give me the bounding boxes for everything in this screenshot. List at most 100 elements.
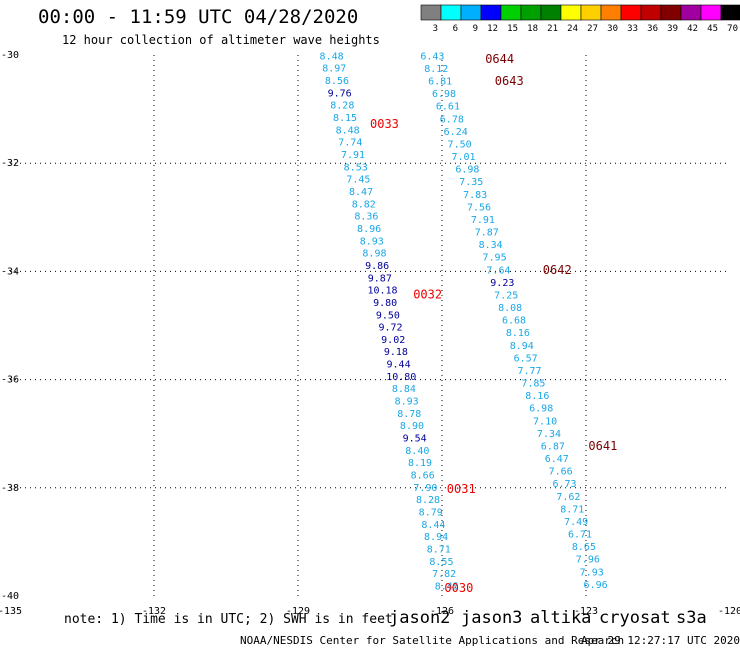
wave-height-value: 7.74	[338, 138, 362, 149]
wave-height-value: 8.28	[330, 101, 354, 112]
lon-tick-label: -135	[0, 606, 22, 617]
wave-height-value: 8.65	[572, 542, 596, 553]
wave-height-value: 6.61	[436, 102, 460, 113]
wave-height-value: 6.71	[568, 530, 592, 541]
legend-swatch	[680, 4, 702, 21]
wave-height-value: 8.28	[416, 495, 440, 506]
wave-height-value: 8.84	[392, 384, 416, 395]
wave-height-value: 8.97	[322, 64, 346, 75]
wave-height-value: 6.57	[514, 353, 538, 364]
legend-altika: altika	[530, 608, 592, 628]
wave-height-value: 8.45	[435, 582, 459, 593]
wave-height-value: 9.54	[403, 434, 427, 445]
pass-time-label: 0644	[485, 52, 514, 66]
pass-time-label: 0030	[444, 581, 473, 595]
page-title: 00:00 - 11:59 UTC 04/28/2020	[38, 6, 359, 28]
legend-tick-label: 15	[507, 24, 518, 34]
legend-swatch	[420, 4, 442, 21]
wave-height-value: 8.12	[424, 64, 448, 75]
wave-height-value: 7.56	[467, 202, 491, 213]
legend-swatch	[560, 4, 582, 21]
legend-tick-label: 18	[527, 24, 538, 34]
legend-tick-label: 27	[587, 24, 598, 34]
legend-swatch	[660, 4, 682, 21]
wave-height-value: 7.93	[580, 567, 604, 578]
wave-height-value: 7.90	[413, 483, 437, 494]
wave-height-value: 6.81	[428, 76, 452, 87]
wave-height-value: 7.95	[483, 253, 507, 264]
legend-tick-label: 6	[453, 24, 458, 34]
pass-time-label: 0642	[543, 263, 572, 277]
lat-tick-label: -34	[1, 266, 19, 277]
legend-swatch	[720, 4, 740, 21]
wave-height-value: 7.01	[451, 152, 475, 163]
wave-height-value: 8.08	[498, 303, 522, 314]
legend-swatch	[620, 4, 642, 21]
wave-height-value: 6.98	[432, 89, 456, 100]
lon-tick-label: -129	[286, 606, 310, 617]
legend-tick-label: 36	[647, 24, 658, 34]
wave-height-value: 8.78	[397, 409, 421, 420]
legend-tick-label: 3	[433, 24, 438, 34]
page-subtitle: 12 hour collection of altimeter wave hei…	[62, 33, 380, 47]
wave-height-value: 9.76	[328, 88, 352, 99]
wave-height-value: 8.16	[506, 328, 530, 339]
legend-jason3: jason3	[461, 608, 523, 628]
wave-height-value: 7.45	[346, 175, 370, 186]
wave-height-value: 10.80	[386, 372, 416, 383]
wave-height-value: 8.71	[427, 545, 451, 556]
legend-swatch	[520, 4, 542, 21]
wave-height-value: 8.96	[357, 224, 381, 235]
wave-height-value: 8.94	[424, 532, 448, 543]
wave-height-value: 10.18	[367, 286, 397, 297]
pass-time-label: 0641	[588, 439, 617, 453]
wave-height-value: 7.91	[471, 215, 495, 226]
wave-height-value: 7.49	[564, 517, 588, 528]
wave-height-value: 8.53	[344, 162, 368, 173]
legend-tick-label: 42	[687, 24, 698, 34]
wave-height-value: 8.40	[405, 446, 429, 457]
pass-time-label: 0031	[447, 482, 476, 496]
wave-height-value: 7.10	[533, 416, 557, 427]
legend-swatch	[540, 4, 562, 21]
legend-jason2: jason2	[389, 608, 451, 628]
wave-height-value: 6.68	[502, 316, 526, 327]
wave-height-value: 6.24	[444, 127, 468, 138]
lon-tick-label: -120	[718, 606, 740, 617]
wave-height-value: 7.64	[486, 265, 510, 276]
wave-height-value: 7.62	[556, 492, 580, 503]
pass-time-label: 0032	[413, 287, 442, 301]
wave-height-value: 7.34	[537, 429, 561, 440]
lat-tick-label: -36	[1, 375, 19, 386]
lat-tick-label: -40	[1, 591, 19, 602]
legend-swatch	[440, 4, 462, 21]
footnote: note: 1) Time is in UTC; 2) SWH is in fe…	[64, 612, 393, 627]
wave-height-value: 7.87	[475, 228, 499, 239]
legend-swatch	[700, 4, 722, 21]
lon-tick-label: -126	[430, 606, 454, 617]
wave-height-value: 8.48	[320, 51, 344, 62]
lat-tick-label: -38	[1, 483, 19, 494]
wave-height-value: 6.96	[584, 580, 608, 591]
wave-height-value: 8.55	[429, 557, 453, 568]
legend-tick-label: 45	[707, 24, 718, 34]
legend-tick-label: 21	[547, 24, 558, 34]
wave-height-value: 6.47	[545, 454, 569, 465]
wave-height-value: 8.19	[408, 458, 432, 469]
lon-tick-label: -123	[574, 606, 598, 617]
wave-height-value: 8.16	[525, 391, 549, 402]
wave-height-value: 9.80	[373, 298, 397, 309]
wave-height-value: 8.98	[362, 249, 386, 260]
wave-height-value: 7.77	[517, 366, 541, 377]
wave-height-value: 6.98	[455, 165, 479, 176]
wave-height-value: 8.34	[479, 240, 503, 251]
legend-tick-label: 30	[607, 24, 618, 34]
wave-height-value: 6.87	[541, 441, 565, 452]
wave-height-value: 9.44	[387, 360, 411, 371]
wave-height-value: 7.66	[549, 467, 573, 478]
legend-cryosat: cryosat	[599, 608, 671, 628]
wave-height-value: 9.86	[365, 261, 389, 272]
lat-tick-label: -30	[1, 50, 19, 61]
wave-height-value: 8.94	[510, 341, 534, 352]
